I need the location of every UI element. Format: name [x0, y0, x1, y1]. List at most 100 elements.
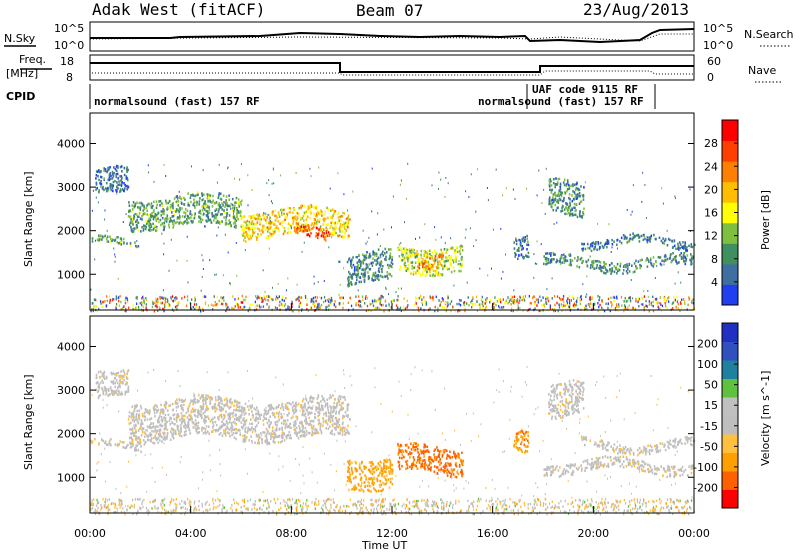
ground-scatter-cell [482, 509, 484, 513]
echo-cell [97, 370, 100, 374]
echo-cell [184, 215, 186, 219]
scatter-cell [320, 225, 322, 228]
echo-cell [565, 259, 567, 263]
echo-cell [598, 260, 600, 263]
ground-scatter-cell [512, 509, 515, 512]
echo-cell [363, 278, 366, 281]
ground-scatter-cell [263, 499, 265, 503]
scatter-cell [438, 171, 440, 174]
echo-cell [518, 238, 520, 242]
echo-cell [331, 220, 333, 224]
echo-cell [356, 261, 359, 264]
echo-cell [107, 394, 109, 397]
ground-scatter-cell [645, 505, 647, 508]
echo-cell [377, 256, 380, 259]
echo-cell [407, 267, 409, 270]
ground-scatter-cell [124, 301, 127, 305]
ground-scatter-cell [95, 298, 97, 302]
echo-cell [618, 268, 621, 272]
echo-cell [294, 229, 296, 232]
ground-scatter-cell [149, 500, 151, 504]
echo-cell [240, 413, 243, 417]
echo-cell [418, 263, 421, 266]
ground-scatter-cell [548, 502, 551, 505]
ground-scatter-cell [418, 296, 420, 300]
ground-scatter-cell [344, 509, 347, 513]
echo-cell [436, 266, 438, 269]
echo-cell [100, 182, 103, 186]
echo-cell [447, 259, 449, 262]
echo-cell [140, 450, 142, 453]
ground-scatter-cell [662, 506, 665, 510]
scatter-cell [230, 207, 232, 210]
echo-cell [619, 265, 622, 268]
echo-cell [135, 435, 138, 438]
echo-cell [295, 406, 297, 409]
ground-scatter-cell [118, 503, 120, 506]
ground-scatter-cell [244, 299, 247, 303]
ground-scatter-cell [239, 306, 241, 309]
ground-scatter-cell [129, 506, 131, 509]
echo-cell [251, 220, 254, 223]
echo-cell [161, 222, 164, 225]
ground-scatter-cell [633, 498, 635, 502]
ground-scatter-cell [425, 504, 427, 507]
ground-scatter-cell [205, 502, 207, 505]
ground-scatter-cell [125, 307, 127, 311]
ground-scatter-cell [562, 298, 564, 301]
echo-cell [351, 283, 353, 286]
echo-cell [228, 204, 230, 207]
ground-scatter-cell [441, 505, 443, 509]
echo-cell [148, 220, 151, 223]
ground-scatter-cell [306, 499, 308, 502]
ground-scatter-cell [106, 505, 108, 508]
ground-scatter-cell [355, 295, 357, 298]
echo-cell [363, 254, 365, 258]
echo-cell [196, 202, 199, 205]
echo-cell [382, 265, 384, 268]
ground-scatter-cell [339, 505, 342, 509]
ground-scatter-cell [297, 498, 299, 502]
ground-scatter-cell [237, 303, 239, 307]
ground-scatter-cell [126, 300, 129, 303]
echo-cell [513, 241, 515, 244]
echo-cell [139, 206, 142, 209]
echo-cell [384, 258, 386, 261]
echo-cell [657, 256, 660, 259]
ground-scatter-cell [537, 498, 540, 502]
echo-cell [140, 230, 142, 233]
ground-scatter-cell [399, 306, 402, 310]
echo-cell [131, 230, 134, 234]
echo-cell [174, 221, 176, 224]
echo-cell [220, 198, 223, 201]
ground-scatter-cell [480, 297, 482, 300]
ground-scatter-cell [325, 306, 327, 309]
ground-scatter-cell [154, 505, 156, 508]
ground-scatter-cell [441, 507, 443, 510]
ground-scatter-cell [554, 504, 556, 507]
ground-scatter-cell [133, 503, 136, 507]
ground-scatter-cell [299, 301, 302, 305]
ground-scatter-cell [322, 508, 324, 511]
ground-scatter-cell [91, 506, 94, 510]
ground-scatter-cell [359, 508, 361, 511]
ground-scatter-cell [330, 299, 332, 302]
echo-cell [282, 408, 285, 411]
ground-scatter-cell [186, 295, 189, 298]
echo-cell [121, 170, 123, 173]
ground-scatter-cell [395, 512, 397, 516]
ground-scatter-cell [616, 303, 618, 306]
scatter-cell [307, 309, 309, 312]
ground-scatter-cell [133, 505, 135, 509]
scatter-cell [214, 273, 216, 276]
echo-cell [381, 252, 383, 255]
echo-cell [303, 211, 306, 214]
echo-cell [564, 255, 567, 258]
echo-cell [558, 189, 560, 192]
ground-scatter-cell [93, 306, 95, 309]
echo-cell [254, 226, 256, 230]
echo-cell [646, 257, 648, 260]
echo-cell [114, 238, 117, 242]
echo-cell [440, 250, 443, 253]
ground-scatter-cell [328, 512, 330, 516]
